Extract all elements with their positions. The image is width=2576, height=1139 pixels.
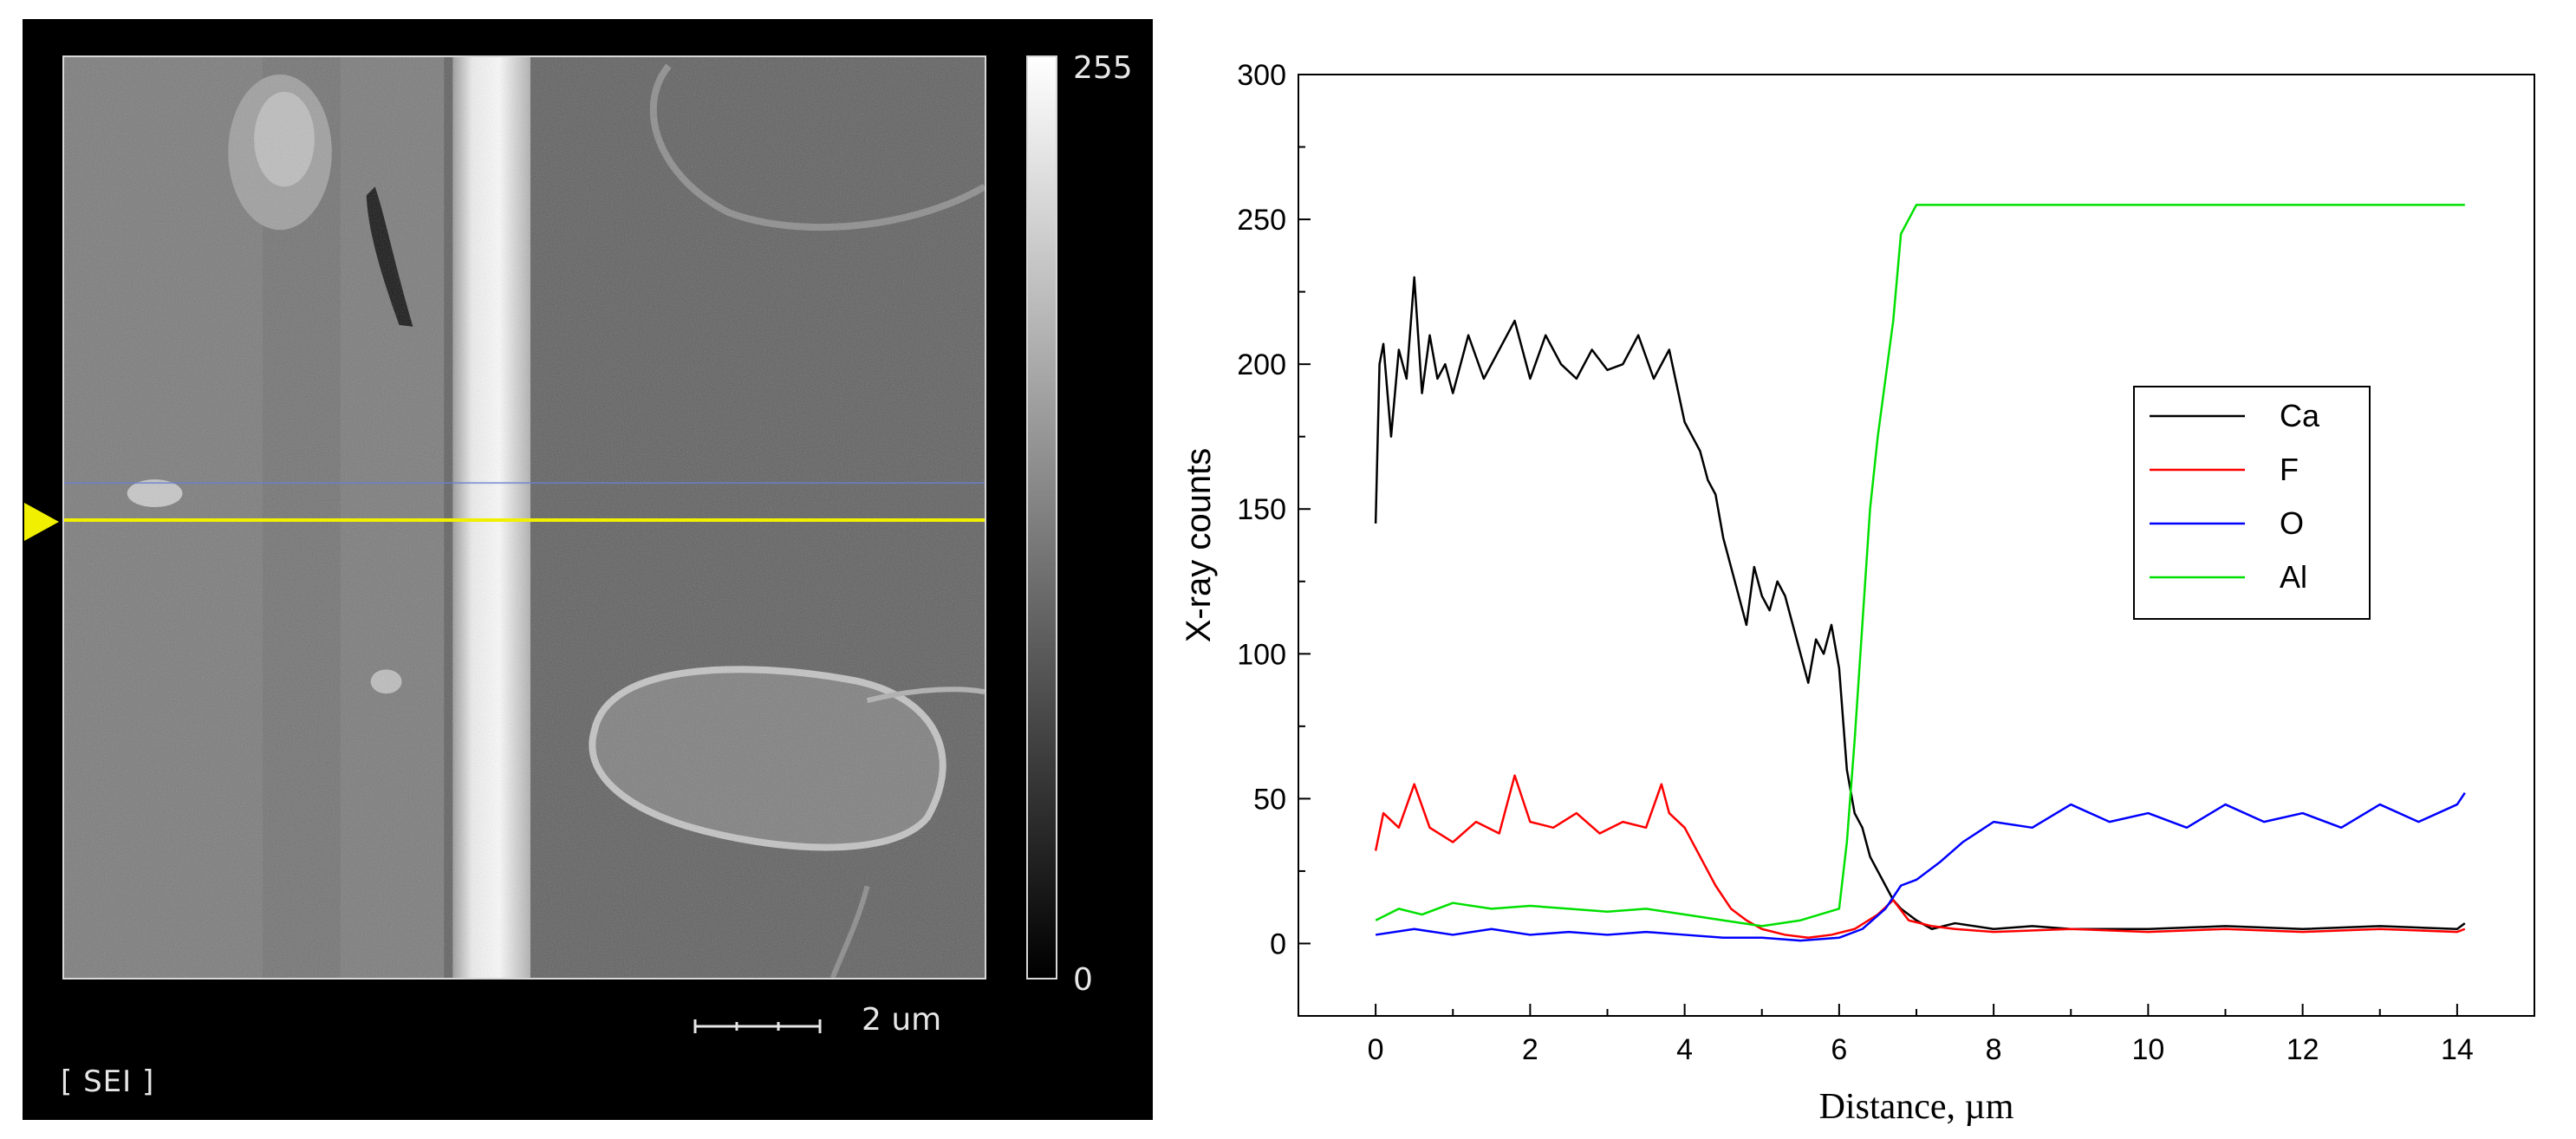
intensity-colorbar — [1026, 55, 1057, 980]
linescan-chart: 0 2 4 6 8 10 12 14 0 50 100 150 200 250 300 X-ray cou… — [1180, 59, 2535, 1127]
sem-panel: 255 0 2 um [ SEI ] — [0, 0, 1153, 1139]
x-tick-label: 0 — [1368, 1033, 1384, 1066]
series-layer — [1374, 204, 2466, 942]
linescan-marker-icon — [24, 503, 59, 541]
y-axis: 0 50 100 150 200 250 300 — [1237, 59, 1311, 1017]
y-tick-label: 50 — [1253, 783, 1286, 816]
sem-micrograph-drawing — [64, 57, 985, 978]
colorbar-min-label: 0 — [1073, 962, 1093, 998]
x-axis: 0 2 4 6 8 10 12 14 — [1298, 1004, 2535, 1066]
legend: Ca FO Al — [2133, 386, 2371, 620]
y-tick-label: 300 — [1237, 59, 1286, 92]
imaging-mode-label: [ SEI ] — [61, 1064, 155, 1099]
series-line-f — [1374, 774, 2466, 940]
series-line-al — [1375, 204, 2465, 927]
y-tick-label: 0 — [1270, 927, 1286, 960]
legend-label: F — [2280, 452, 2299, 487]
x-tick-label: 4 — [1676, 1033, 1693, 1066]
legend-label: Al — [2280, 559, 2307, 595]
series-line-o — [1375, 792, 2466, 942]
x-tick-label: 8 — [1986, 1033, 2002, 1066]
x-tick-label: 10 — [2131, 1033, 2164, 1066]
x-tick-label: 6 — [1831, 1033, 1847, 1066]
scale-bar — [693, 1019, 822, 1033]
legend-box — [2133, 386, 2371, 620]
y-axis-title: X-ray counts — [1180, 448, 1218, 643]
y-tick-label: 150 — [1237, 493, 1286, 526]
series-line-ca — [1374, 276, 2466, 931]
x-tick-label: 2 — [1522, 1033, 1538, 1066]
y-tick-label: 250 — [1237, 204, 1286, 237]
y-tick-label: 100 — [1237, 638, 1286, 671]
x-tick-label: 12 — [2287, 1033, 2319, 1066]
x-axis-title: Distance, µm — [1819, 1087, 2014, 1127]
x-tick-label: 14 — [2441, 1033, 2474, 1066]
scale-bar-label: 2 um — [862, 1002, 942, 1038]
colorbar-max-label: 255 — [1073, 50, 1133, 86]
y-tick-label: 200 — [1237, 348, 1286, 381]
sem-micrograph — [62, 55, 986, 980]
legend-label: Ca — [2280, 398, 2320, 433]
legend-label: O — [2280, 505, 2304, 541]
